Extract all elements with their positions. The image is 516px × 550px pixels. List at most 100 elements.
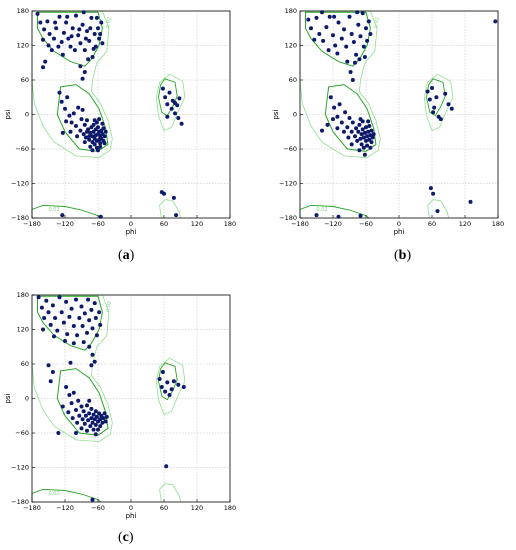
data-point — [348, 70, 353, 74]
contour-inner-alpha — [56, 84, 109, 152]
data-point — [80, 76, 85, 81]
data-point — [52, 36, 56, 41]
data-point — [325, 122, 330, 127]
data-point — [369, 128, 374, 133]
data-point — [63, 339, 67, 343]
data-point — [314, 15, 319, 20]
data-point — [87, 344, 92, 349]
data-point — [69, 306, 74, 311]
data-point — [87, 134, 92, 139]
y-tick-label: −60 — [15, 429, 29, 437]
data-point — [87, 411, 92, 416]
data-point — [98, 424, 103, 429]
data-point — [60, 130, 65, 135]
data-point — [345, 59, 350, 64]
x-tick-label: 120 — [191, 504, 203, 512]
data-point — [45, 19, 50, 24]
data-point — [365, 134, 370, 139]
x-tick-label: −120 — [56, 220, 74, 228]
data-point — [361, 145, 366, 150]
data-point — [361, 44, 366, 49]
data-point — [71, 390, 76, 395]
data-point — [370, 135, 375, 140]
data-point — [354, 52, 359, 57]
x-tick-label: −180 — [291, 220, 309, 228]
contour-bottom-right — [159, 199, 181, 219]
data-point — [80, 417, 85, 422]
data-point — [347, 14, 352, 19]
y-tick-label: 0 — [293, 111, 297, 119]
data-point — [169, 106, 174, 111]
contour-inner-alpha — [56, 368, 109, 436]
contour-outer-left-alpha — [423, 73, 454, 132]
x-axis-label: phi — [394, 228, 405, 236]
y-tick-label: 180 — [17, 291, 29, 299]
data-point — [90, 497, 95, 502]
data-point — [320, 128, 324, 133]
x-tick-label: 0 — [397, 220, 401, 228]
data-point — [96, 148, 100, 153]
data-point — [371, 132, 376, 137]
data-point — [82, 421, 87, 426]
data-point — [367, 124, 372, 128]
y-tick-label: 0 — [25, 111, 29, 119]
data-point — [94, 120, 99, 125]
caption-a: (a) — [118, 248, 135, 263]
data-point — [342, 129, 346, 134]
y-tick-label: 60 — [21, 360, 29, 368]
data-point — [344, 44, 349, 49]
data-point — [171, 195, 176, 200]
data-point — [98, 144, 103, 149]
data-point — [88, 424, 93, 429]
data-point — [87, 398, 92, 403]
data-point — [82, 70, 87, 74]
data-point — [93, 316, 98, 320]
data-point — [435, 209, 440, 214]
data-point — [74, 431, 78, 435]
data-point — [88, 130, 93, 135]
y-tick-label: −180 — [279, 214, 297, 222]
data-point — [335, 126, 340, 131]
data-point — [61, 320, 66, 325]
data-point — [173, 111, 177, 116]
data-point — [79, 117, 84, 122]
data-point — [359, 142, 364, 147]
x-tick-label: 180 — [492, 220, 504, 228]
data-point — [314, 213, 319, 218]
contour-outer-beta — [31, 10, 113, 159]
data-point — [369, 140, 374, 145]
data-point — [362, 152, 367, 157]
data-point — [357, 148, 362, 153]
data-point — [360, 11, 365, 16]
data-point — [60, 213, 65, 218]
y-tick-label: −120 — [11, 180, 29, 188]
data-point — [102, 411, 107, 416]
x-tick-label: −180 — [23, 504, 41, 512]
data-point — [165, 102, 170, 107]
data-point — [97, 310, 102, 315]
data-point — [97, 117, 102, 122]
data-point — [164, 464, 169, 469]
data-point — [361, 135, 366, 140]
data-point — [331, 117, 335, 122]
data-point — [68, 129, 73, 134]
contour-label: 0.02 — [373, 17, 381, 29]
data-point — [342, 27, 346, 32]
data-point — [83, 413, 88, 418]
data-point — [85, 118, 89, 123]
y-tick-label: 60 — [289, 76, 297, 84]
x-tick-label: 60 — [428, 220, 436, 228]
data-point — [353, 60, 357, 65]
data-point — [100, 121, 105, 126]
data-point — [430, 86, 434, 90]
data-point — [337, 102, 342, 107]
data-point — [69, 34, 74, 39]
data-point — [65, 332, 70, 337]
data-point — [358, 213, 363, 218]
data-point — [91, 412, 96, 417]
data-point — [67, 314, 72, 319]
data-point — [181, 385, 186, 389]
data-point — [80, 107, 85, 112]
data-point — [79, 426, 84, 431]
data-point — [358, 136, 363, 141]
